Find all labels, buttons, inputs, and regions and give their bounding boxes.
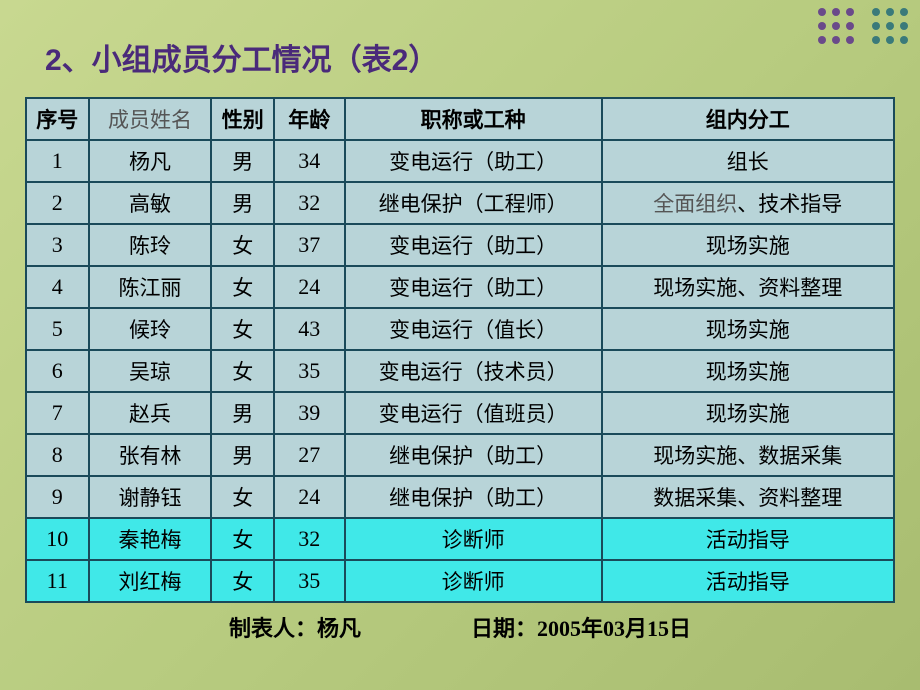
cell-gender: 女 (211, 308, 274, 350)
cell-role: 数据采集、资料整理 (602, 476, 894, 518)
col-name: 成员姓名 (89, 98, 212, 140)
cell-age: 35 (274, 350, 345, 392)
cell-job: 变电运行（值长） (345, 308, 602, 350)
cell-serial: 6 (26, 350, 89, 392)
cell-serial: 3 (26, 224, 89, 266)
creator-label: 制表人： (229, 616, 317, 641)
cell-age: 39 (274, 392, 345, 434)
cell-job: 变电运行（助工） (345, 140, 602, 182)
cell-name: 候玲 (89, 308, 212, 350)
date-label: 日期： (471, 616, 537, 641)
cell-gender: 男 (211, 140, 274, 182)
cell-role: 现场实施 (602, 224, 894, 266)
cell-job: 变电运行（值班员） (345, 392, 602, 434)
cell-gender: 男 (211, 392, 274, 434)
cell-name: 秦艳梅 (89, 518, 212, 560)
slide-title: 2、小组成员分工情况（表2） (45, 35, 895, 79)
cell-job: 变电运行（助工） (345, 266, 602, 308)
cell-job: 变电运行（助工） (345, 224, 602, 266)
cell-name: 杨凡 (89, 140, 212, 182)
cell-age: 35 (274, 560, 345, 602)
col-role: 组内分工 (602, 98, 894, 140)
cell-job: 诊断师 (345, 518, 602, 560)
cell-gender: 女 (211, 560, 274, 602)
col-age: 年龄 (274, 98, 345, 140)
cell-gender: 女 (211, 266, 274, 308)
table-row: 5候玲女43变电运行（值长）现场实施 (26, 308, 894, 350)
table-row: 6吴琼女35变电运行（技术员）现场实施 (26, 350, 894, 392)
table-row: 3陈玲女37变电运行（助工）现场实施 (26, 224, 894, 266)
cell-age: 34 (274, 140, 345, 182)
table-row: 7赵兵男39变电运行（值班员）现场实施 (26, 392, 894, 434)
member-table: 序号 成员姓名 性别 年龄 职称或工种 组内分工 1杨凡男34变电运行（助工）组… (25, 97, 895, 603)
table-footer: 制表人：杨凡日期：2005年03月15日 (25, 611, 895, 643)
cell-name: 高敏 (89, 182, 212, 224)
cell-serial: 10 (26, 518, 89, 560)
cell-name: 陈玲 (89, 224, 212, 266)
cell-gender: 男 (211, 434, 274, 476)
col-serial: 序号 (26, 98, 89, 140)
cell-name: 刘红梅 (89, 560, 212, 602)
cell-role: 现场实施 (602, 392, 894, 434)
cell-job: 继电保护（助工） (345, 434, 602, 476)
cell-serial: 4 (26, 266, 89, 308)
cell-job: 诊断师 (345, 560, 602, 602)
cell-role: 活动指导 (602, 560, 894, 602)
cell-age: 32 (274, 182, 345, 224)
cell-serial: 1 (26, 140, 89, 182)
col-gender: 性别 (211, 98, 274, 140)
date-month: 03 (603, 616, 625, 641)
cell-role: 全面组织、技术指导 (602, 182, 894, 224)
cell-role: 现场实施 (602, 308, 894, 350)
cell-age: 32 (274, 518, 345, 560)
cell-role: 现场实施、数据采集 (602, 434, 894, 476)
cell-age: 37 (274, 224, 345, 266)
cell-name: 陈江丽 (89, 266, 212, 308)
col-job: 职称或工种 (345, 98, 602, 140)
cell-role: 活动指导 (602, 518, 894, 560)
date-day: 15 (647, 616, 669, 641)
cell-serial: 7 (26, 392, 89, 434)
cell-name: 赵兵 (89, 392, 212, 434)
cell-gender: 女 (211, 476, 274, 518)
cell-serial: 11 (26, 560, 89, 602)
cell-job: 继电保护（工程师） (345, 182, 602, 224)
cell-gender: 女 (211, 350, 274, 392)
table-header-row: 序号 成员姓名 性别 年龄 职称或工种 组内分工 (26, 98, 894, 140)
cell-job: 变电运行（技术员） (345, 350, 602, 392)
cell-age: 24 (274, 476, 345, 518)
cell-role: 现场实施、资料整理 (602, 266, 894, 308)
table-row: 2高敏男32继电保护（工程师）全面组织、技术指导 (26, 182, 894, 224)
cell-role: 组长 (602, 140, 894, 182)
cell-age: 24 (274, 266, 345, 308)
cell-role: 现场实施 (602, 350, 894, 392)
cell-job: 继电保护（助工） (345, 476, 602, 518)
table-row: 9谢静钰女24继电保护（助工）数据采集、资料整理 (26, 476, 894, 518)
table-row: 11刘红梅女35诊断师活动指导 (26, 560, 894, 602)
cell-name: 谢静钰 (89, 476, 212, 518)
cell-serial: 5 (26, 308, 89, 350)
cell-age: 43 (274, 308, 345, 350)
cell-name: 吴琼 (89, 350, 212, 392)
table-row: 10秦艳梅女32诊断师活动指导 (26, 518, 894, 560)
table-row: 8张有林男27继电保护（助工）现场实施、数据采集 (26, 434, 894, 476)
cell-gender: 女 (211, 518, 274, 560)
cell-serial: 2 (26, 182, 89, 224)
cell-age: 27 (274, 434, 345, 476)
cell-gender: 女 (211, 224, 274, 266)
table-row: 4陈江丽女24变电运行（助工）现场实施、资料整理 (26, 266, 894, 308)
cell-serial: 9 (26, 476, 89, 518)
table-row: 1杨凡男34变电运行（助工）组长 (26, 140, 894, 182)
cell-serial: 8 (26, 434, 89, 476)
cell-gender: 男 (211, 182, 274, 224)
date-year: 2005 (537, 616, 581, 641)
creator-name: 杨凡 (317, 616, 361, 641)
cell-name: 张有林 (89, 434, 212, 476)
